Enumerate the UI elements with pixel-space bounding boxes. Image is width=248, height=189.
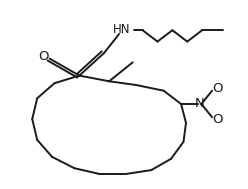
Text: O: O [212,82,223,95]
Text: HN: HN [113,23,130,36]
Text: N: N [195,98,205,110]
Text: O: O [212,113,223,125]
Text: O: O [38,50,49,63]
